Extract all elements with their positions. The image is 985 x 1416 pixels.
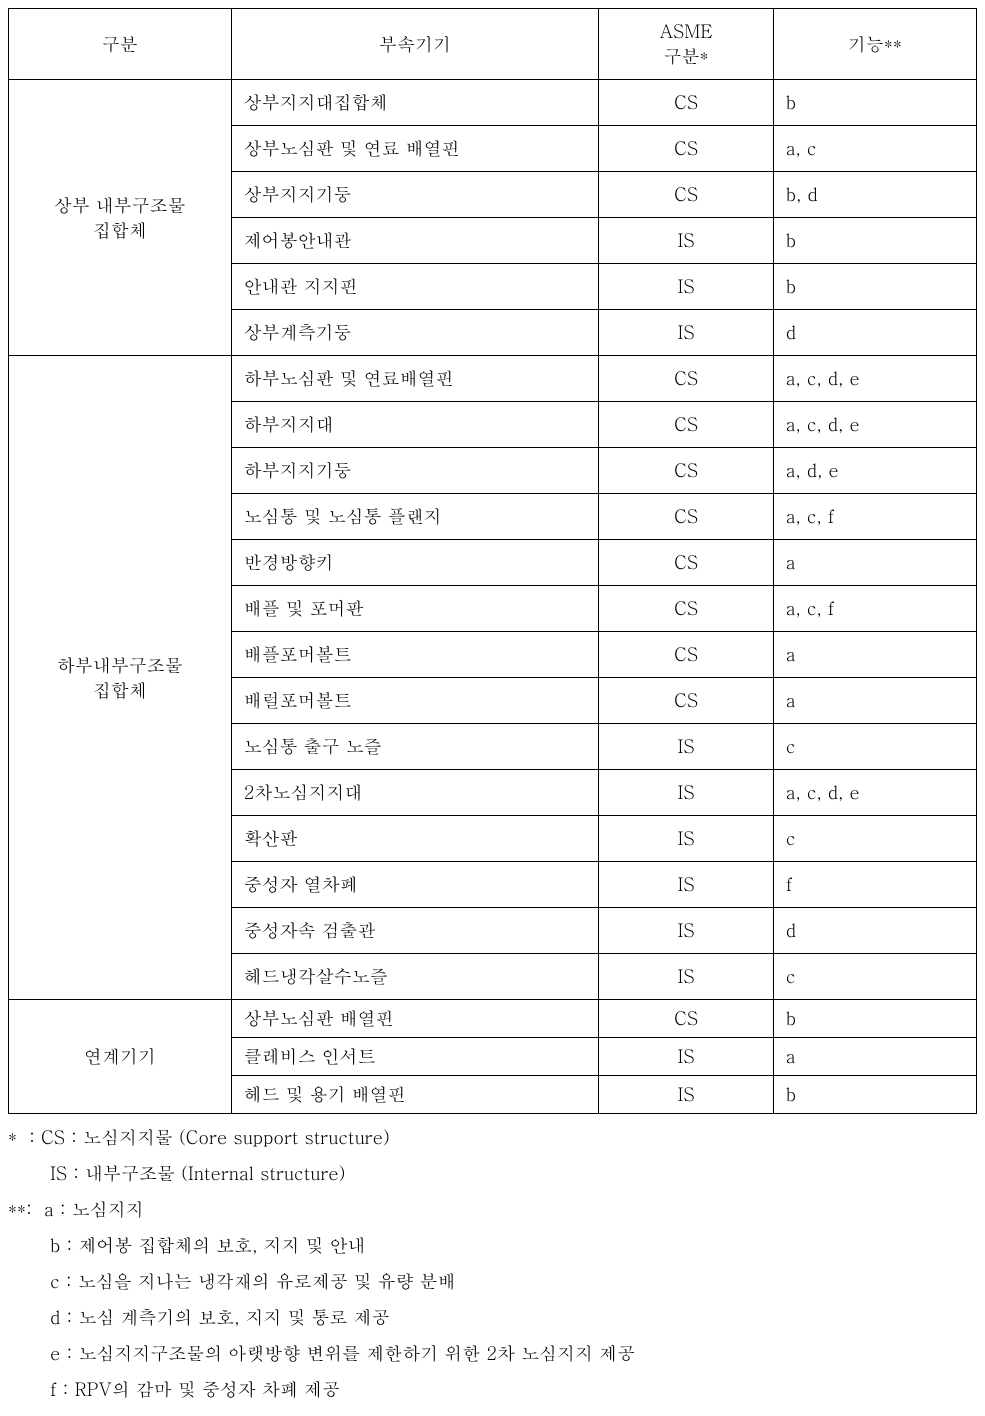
- cell-sub: 확산판: [231, 816, 599, 862]
- cell-sub: 상부지지대집합체: [231, 80, 599, 126]
- footnote-e: e : 노심지지구조물의 아랫방향 변위를 제한하기 위한 2차 노심지지 제공: [8, 1336, 977, 1372]
- footnote-f: f : RPV의 감마 및 중성자 차폐 제공: [8, 1372, 977, 1408]
- cell-func: b: [773, 1000, 976, 1038]
- cell-asme: CS: [599, 448, 773, 494]
- cell-func: b, d: [773, 172, 976, 218]
- cell-sub: 헤드냉각살수노즐: [231, 954, 599, 1000]
- cell-func: a: [773, 1038, 976, 1076]
- footnote-a: **: a : 노심지지: [8, 1192, 977, 1228]
- cell-sub: 제어봉안내관: [231, 218, 599, 264]
- footnote-cs: * : CS : 노심지지물 (Core support structure): [8, 1120, 977, 1156]
- classification-table: 구분 부속기기 ASME 구분* 기능** 상부 내부구조물 집합체 상부지지대…: [8, 8, 977, 1114]
- group1-name-line1: 상부 내부구조물: [54, 193, 186, 218]
- group3-name: 연계기기: [9, 1000, 232, 1114]
- cell-asme: IS: [599, 264, 773, 310]
- cell-func: c: [773, 724, 976, 770]
- cell-func: b: [773, 80, 976, 126]
- cell-asme: CS: [599, 402, 773, 448]
- cell-func: a, c, f: [773, 586, 976, 632]
- cell-func: d: [773, 310, 976, 356]
- cell-asme: IS: [599, 724, 773, 770]
- cell-asme: CS: [599, 126, 773, 172]
- group2-name-line2: 집합체: [93, 678, 147, 703]
- cell-asme: CS: [599, 1000, 773, 1038]
- cell-asme: IS: [599, 954, 773, 1000]
- cell-sub: 상부계측기둥: [231, 310, 599, 356]
- cell-func: a, c, d, e: [773, 770, 976, 816]
- header-asme: ASME 구분*: [599, 9, 773, 80]
- cell-asme: IS: [599, 1038, 773, 1076]
- cell-sub: 노심통 출구 노즐: [231, 724, 599, 770]
- cell-asme: CS: [599, 494, 773, 540]
- cell-func: c: [773, 954, 976, 1000]
- cell-sub: 헤드 및 용기 배열핀: [231, 1076, 599, 1114]
- cell-sub: 안내관 지지핀: [231, 264, 599, 310]
- cell-func: b: [773, 218, 976, 264]
- cell-sub: 배플 및 포머판: [231, 586, 599, 632]
- header-subcomponent: 부속기기: [231, 9, 599, 80]
- cell-func: f: [773, 862, 976, 908]
- cell-func: a: [773, 632, 976, 678]
- header-function: 기능**: [773, 9, 976, 80]
- table-header-row: 구분 부속기기 ASME 구분* 기능**: [9, 9, 977, 80]
- cell-sub: 중성자속 검출관: [231, 908, 599, 954]
- cell-sub: 상부노심판 배열핀: [231, 1000, 599, 1038]
- cell-func: a, c: [773, 126, 976, 172]
- cell-sub: 반경방향키: [231, 540, 599, 586]
- cell-asme: IS: [599, 770, 773, 816]
- cell-sub: 2차노심지지대: [231, 770, 599, 816]
- footnote-d: d : 노심 계측기의 보호, 지지 및 통로 제공: [8, 1300, 977, 1336]
- cell-asme: CS: [599, 80, 773, 126]
- cell-asme: IS: [599, 310, 773, 356]
- cell-asme: IS: [599, 862, 773, 908]
- cell-func: c: [773, 816, 976, 862]
- table-row: 하부내부구조물 집합체 하부노심판 및 연료배열핀 CS a, c, d, e: [9, 356, 977, 402]
- cell-asme: CS: [599, 172, 773, 218]
- cell-asme: IS: [599, 218, 773, 264]
- cell-asme: CS: [599, 678, 773, 724]
- cell-asme: IS: [599, 1076, 773, 1114]
- cell-asme: CS: [599, 586, 773, 632]
- cell-sub: 노심통 및 노심통 플랜지: [231, 494, 599, 540]
- group2-name-line1: 하부내부구조물: [57, 653, 183, 678]
- cell-sub: 상부지지기둥: [231, 172, 599, 218]
- cell-sub: 상부노심판 및 연료 배열핀: [231, 126, 599, 172]
- cell-func: a, c, f: [773, 494, 976, 540]
- cell-func: a: [773, 540, 976, 586]
- group1-name: 상부 내부구조물 집합체: [9, 80, 232, 356]
- cell-func: a, c, d, e: [773, 402, 976, 448]
- cell-asme: CS: [599, 540, 773, 586]
- cell-asme: CS: [599, 356, 773, 402]
- table-row: 연계기기 상부노심판 배열핀 CS b: [9, 1000, 977, 1038]
- cell-func: a, c, d, e: [773, 356, 976, 402]
- cell-func: b: [773, 1076, 976, 1114]
- cell-func: a, d, e: [773, 448, 976, 494]
- cell-func: a: [773, 678, 976, 724]
- header-asme-line2: 구분*: [664, 44, 709, 69]
- cell-sub: 클레비스 인서트: [231, 1038, 599, 1076]
- footnote-c: c : 노심을 지나는 냉각재의 유로제공 및 유량 분배: [8, 1264, 977, 1300]
- cell-sub: 배럴포머볼트: [231, 678, 599, 724]
- cell-sub: 하부지지대: [231, 402, 599, 448]
- footnote-is: IS : 내부구조물 (Internal structure): [8, 1156, 977, 1192]
- cell-sub: 중성자 열차폐: [231, 862, 599, 908]
- cell-asme: IS: [599, 816, 773, 862]
- cell-func: d: [773, 908, 976, 954]
- footnotes: * : CS : 노심지지물 (Core support structure) …: [8, 1120, 977, 1408]
- cell-sub: 하부노심판 및 연료배열핀: [231, 356, 599, 402]
- cell-sub: 배플포머볼트: [231, 632, 599, 678]
- cell-asme: CS: [599, 632, 773, 678]
- cell-asme: IS: [599, 908, 773, 954]
- cell-sub: 하부지지기둥: [231, 448, 599, 494]
- group1-name-line2: 집합체: [93, 218, 147, 243]
- header-asme-line1: ASME: [660, 19, 713, 44]
- table-row: 상부 내부구조물 집합체 상부지지대집합체 CS b: [9, 80, 977, 126]
- footnote-b: b : 제어봉 집합체의 보호, 지지 및 안내: [8, 1228, 977, 1264]
- group2-name: 하부내부구조물 집합체: [9, 356, 232, 1000]
- cell-func: b: [773, 264, 976, 310]
- header-category: 구분: [9, 9, 232, 80]
